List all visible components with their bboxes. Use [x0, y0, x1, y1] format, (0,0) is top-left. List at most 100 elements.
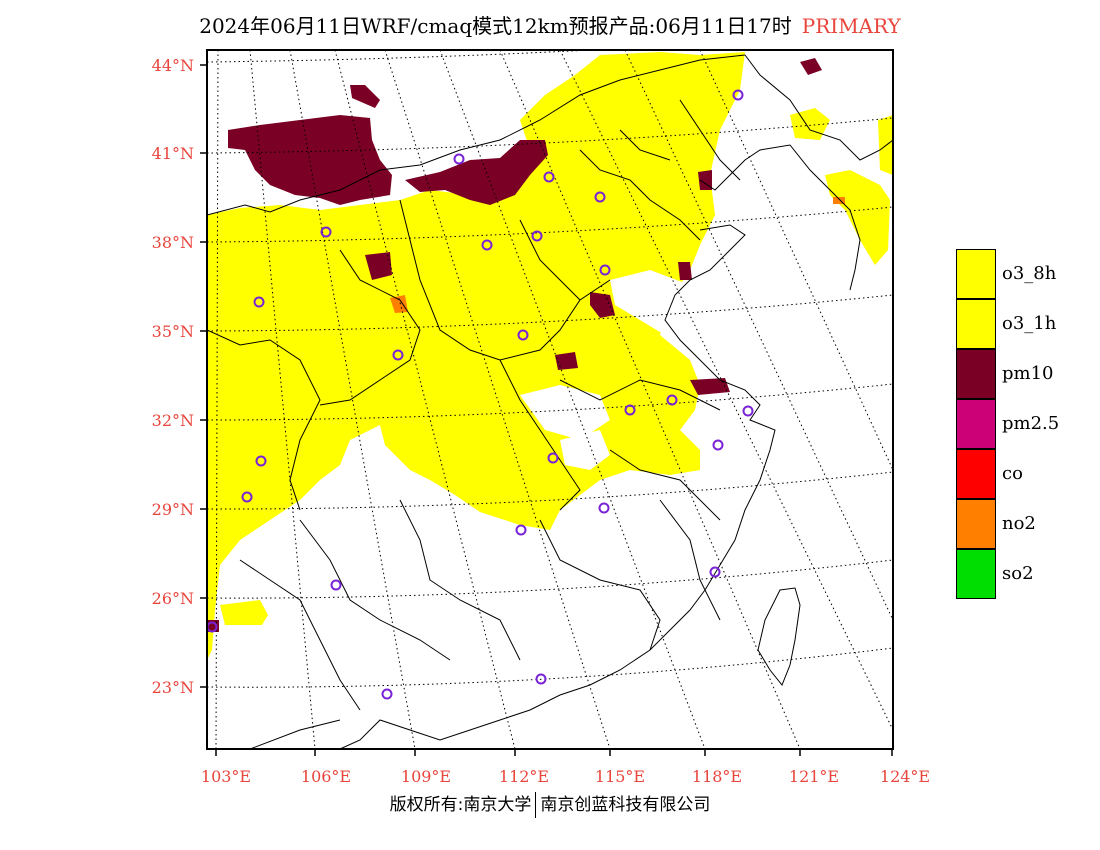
- copyright-footer: 版权所有:南京大学 南京创蓝科技有限公司: [0, 790, 1100, 818]
- lon-label: 124°E: [880, 767, 930, 786]
- map-title: 2024年06月11日WRF/cmaq模式12km预报产品:06月11日17时 P…: [0, 10, 1100, 39]
- province-boundaries: [207, 54, 893, 711]
- legend-label: co: [1002, 463, 1023, 484]
- pm10-patch-6: [555, 352, 578, 370]
- legend-swatch: [956, 299, 996, 349]
- station-marker: [598, 502, 610, 514]
- legend-swatch: [956, 349, 996, 399]
- lon-label: 115°E: [595, 767, 645, 786]
- lon-label: 106°E: [301, 767, 351, 786]
- lat-label: 23°N: [152, 678, 194, 697]
- station-marker: [320, 226, 332, 238]
- longitude-axis: 103°E 106°E 109°E 112°E 115°E 118°E 121°…: [201, 749, 930, 786]
- station-marker: [453, 153, 465, 165]
- pm10-patch-8: [698, 170, 712, 190]
- pm10-patch-2: [590, 292, 615, 318]
- station-marker: [742, 405, 754, 417]
- copyright-right: 南京创蓝科技有限公司: [540, 795, 711, 815]
- pm10-patch-4: [800, 58, 822, 75]
- hainan-coast: [249, 719, 341, 749]
- station-marker: [517, 329, 529, 341]
- legend-item-pm25: pm2.5: [956, 399, 1096, 449]
- map-frame: [206, 49, 894, 750]
- legend-swatch: [956, 549, 996, 599]
- o3-region-northeast: [790, 108, 830, 140]
- legend-item-so2: so2: [956, 549, 1096, 599]
- station-marker: [732, 89, 744, 101]
- latitude-axis: 44°N 41°N 38°N 35°N 32°N 29°N 26°N 23°N: [152, 56, 207, 697]
- station-marker: [709, 566, 721, 578]
- map-area: [207, 50, 893, 749]
- legend-label: so2: [1002, 563, 1034, 584]
- pm10-region-inner-mongolia: [228, 115, 392, 205]
- station-marker: [515, 524, 527, 536]
- no2-patch-liaoning: [833, 197, 845, 204]
- lat-label: 32°N: [152, 411, 194, 430]
- station-marker: [543, 171, 555, 183]
- legend-swatch: [956, 249, 996, 299]
- station-marker: [392, 349, 404, 361]
- taiwan-island: [757, 587, 801, 686]
- station-marker: [481, 239, 493, 251]
- pm10-patch-3: [690, 378, 730, 395]
- legend-label: no2: [1002, 513, 1036, 534]
- lon-label: 112°E: [499, 767, 549, 786]
- o3-region-southwest: [220, 600, 268, 625]
- pollutant-legend: o3_8h o3_1h pm10 pm2.5 co no2 so2: [956, 249, 1096, 599]
- clear-region-shandong: [610, 270, 700, 345]
- lon-label: 118°E: [692, 767, 742, 786]
- pm10-region-north-china: [405, 140, 548, 205]
- footer-divider: [535, 792, 537, 818]
- title-main: 2024年06月11日WRF/cmaq模式12km预报产品:06月11日17时: [199, 14, 792, 38]
- longitude-gridlines: [215, 50, 893, 749]
- clear-region-central: [520, 385, 610, 440]
- station-marker: [666, 394, 678, 406]
- pm10-patch-7: [678, 262, 692, 280]
- lat-label: 35°N: [152, 322, 194, 341]
- pm10-patch-5: [365, 252, 392, 280]
- legend-item-o3-8h: o3_8h: [956, 249, 1096, 299]
- station-marker: [624, 404, 636, 416]
- legend-item-co: co: [956, 449, 1096, 499]
- legend-swatch: [956, 499, 996, 549]
- station-marker: [599, 264, 611, 276]
- o3-region-north: [207, 52, 745, 660]
- no2-patch-shaanxi: [390, 295, 408, 313]
- station-marker: [594, 191, 606, 203]
- lon-label: 109°E: [401, 767, 451, 786]
- station-marker: [535, 673, 547, 685]
- lat-label: 38°N: [152, 233, 194, 252]
- o3-region-liaoning: [825, 170, 890, 265]
- legend-item-pm10: pm10: [956, 349, 1096, 399]
- copyright-left: 版权所有:南京大学: [389, 795, 532, 815]
- station-markers: [207, 89, 754, 700]
- station-marker: [531, 230, 543, 242]
- legend-label: pm2.5: [1002, 413, 1060, 434]
- station-marker: [253, 296, 265, 308]
- lat-label: 26°N: [152, 589, 194, 608]
- legend-item-o3-1h: o3_1h: [956, 299, 1096, 349]
- lon-label: 121°E: [789, 767, 839, 786]
- lon-label: 103°E: [201, 767, 251, 786]
- legend-swatch: [956, 449, 996, 499]
- legend-label: pm10: [1002, 363, 1054, 384]
- coastline: [339, 144, 861, 749]
- station-marker: [255, 455, 267, 467]
- legend-label: o3_8h: [1002, 263, 1057, 284]
- clear-region-hubei: [560, 430, 610, 470]
- station-marker: [547, 452, 559, 464]
- station-marker: [330, 579, 342, 591]
- lat-label: 41°N: [152, 144, 194, 163]
- title-primary-tag: PRIMARY: [801, 14, 901, 38]
- lat-label: 29°N: [152, 500, 194, 519]
- legend-label: o3_1h: [1002, 313, 1057, 334]
- lat-label: 44°N: [152, 56, 194, 75]
- legend-swatch: [956, 399, 996, 449]
- o3-region-far-northeast: [878, 115, 893, 175]
- pm10-patch-1: [350, 85, 380, 108]
- station-marker: [381, 688, 393, 700]
- station-marker: [241, 491, 253, 503]
- station-marker: [712, 439, 724, 451]
- latitude-gridlines: [207, 50, 893, 688]
